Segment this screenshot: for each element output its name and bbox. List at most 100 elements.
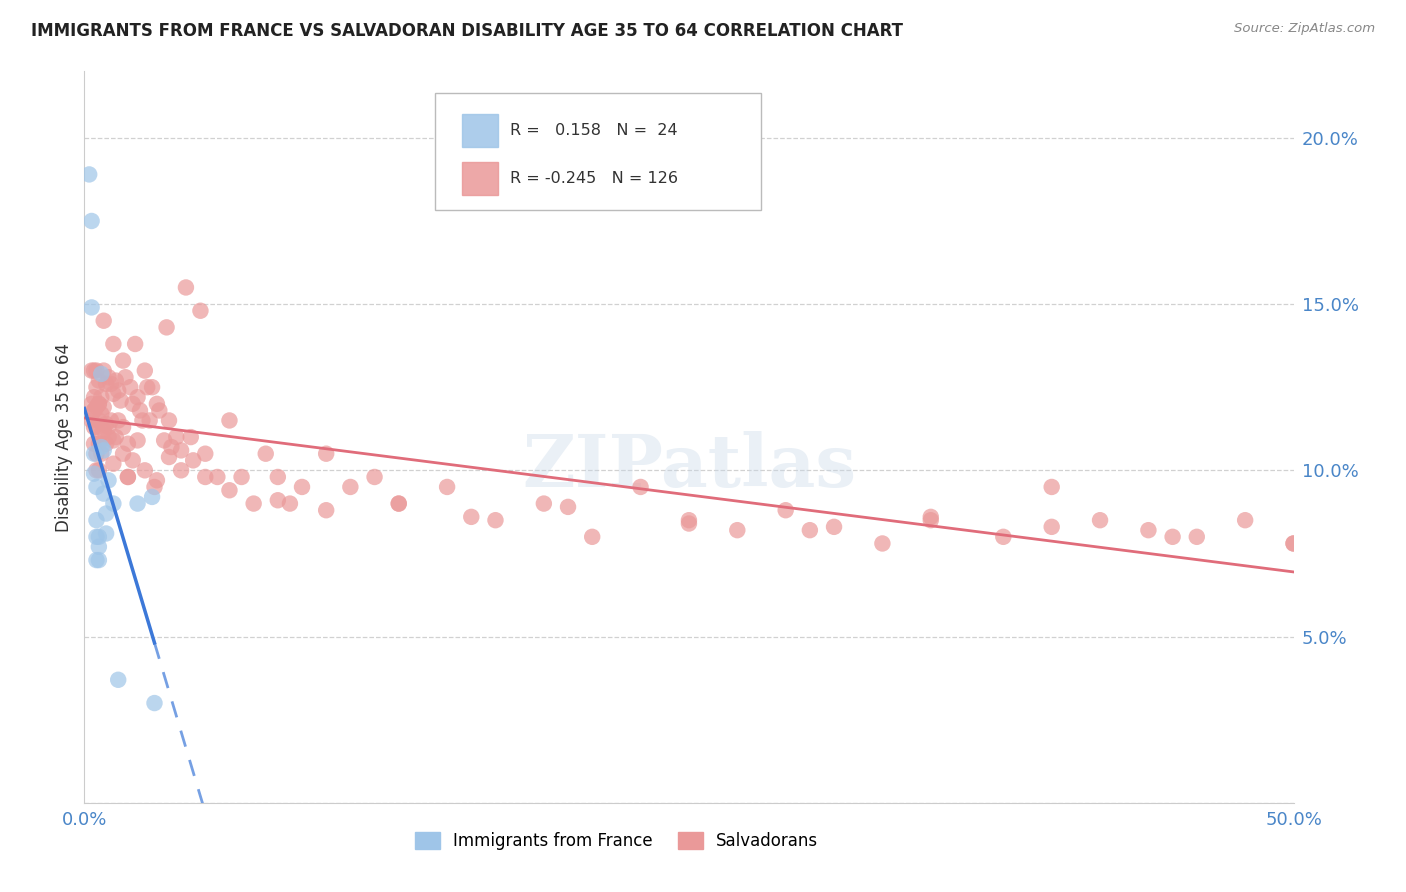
Point (94, 507, 117, 521)
Point (83, 420, 105, 434)
Point (77, 168, 100, 182)
Point (83, 447, 105, 461)
Point (103, 434, 125, 448)
Point (134, 463, 156, 477)
Point (97, 473, 120, 487)
Point (131, 413, 153, 427)
Point (363, 470, 385, 484)
Y-axis label: Disability Age 35 to 64: Disability Age 35 to 64 (55, 343, 73, 532)
Point (87, 374, 110, 388)
Point (83, 467, 105, 481)
Point (107, 384, 129, 398)
Point (86, 463, 108, 477)
Point (86, 380, 108, 394)
Point (120, 380, 142, 394)
Point (87, 530, 110, 544)
Point (157, 450, 180, 464)
Point (83, 403, 105, 417)
Point (86, 513, 108, 527)
Point (94, 526, 117, 541)
Point (80, 363, 103, 377)
Point (87, 540, 110, 554)
Point (218, 483, 240, 498)
Point (87, 397, 110, 411)
Point (86, 400, 108, 414)
Point (83, 363, 105, 377)
Point (129, 403, 152, 417)
Point (103, 497, 125, 511)
Point (80, 214, 103, 228)
Point (143, 480, 166, 494)
Text: R = -0.245   N = 126: R = -0.245 N = 126 (510, 170, 678, 186)
Point (725, 523, 748, 537)
Point (581, 530, 603, 544)
Point (231, 470, 253, 484)
Point (90, 390, 112, 404)
Point (121, 397, 143, 411)
Point (242, 497, 264, 511)
Point (1137, 523, 1160, 537)
Point (94, 376, 117, 391)
Point (87, 397, 110, 411)
Point (94, 417, 117, 431)
Point (90, 426, 112, 441)
Point (90, 447, 112, 461)
Point (112, 420, 135, 434)
Point (153, 434, 176, 448)
Point (93, 486, 115, 500)
Point (93, 363, 115, 377)
Point (117, 470, 139, 484)
Point (87, 553, 110, 567)
Point (388, 497, 411, 511)
Point (148, 403, 170, 417)
Point (136, 380, 159, 394)
Point (117, 436, 139, 450)
Point (110, 393, 132, 408)
Point (127, 434, 149, 448)
Point (143, 696, 166, 710)
Point (83, 403, 105, 417)
Point (107, 673, 129, 687)
Text: Source: ZipAtlas.com: Source: ZipAtlas.com (1234, 22, 1375, 36)
Point (194, 470, 217, 484)
Point (90, 440, 112, 454)
Point (127, 390, 149, 404)
Point (165, 430, 187, 444)
Point (1282, 536, 1305, 550)
Point (87, 463, 110, 477)
Point (194, 447, 217, 461)
Point (678, 513, 700, 527)
Point (315, 503, 337, 517)
FancyBboxPatch shape (434, 94, 762, 211)
Point (103, 387, 125, 401)
Point (138, 413, 160, 427)
Point (93, 400, 115, 414)
Point (104, 374, 127, 388)
Point (180, 430, 202, 444)
Point (86, 447, 108, 461)
Point (93, 443, 115, 458)
Point (83, 436, 105, 450)
Point (121, 453, 143, 467)
Point (1234, 513, 1257, 527)
Point (83, 390, 105, 404)
Bar (461, 114, 498, 147)
Point (112, 353, 135, 368)
Point (127, 497, 149, 511)
Text: R =   0.158   N =  24: R = 0.158 N = 24 (510, 122, 678, 137)
Point (112, 447, 135, 461)
Point (278, 497, 301, 511)
Point (97, 430, 120, 444)
Point (146, 397, 169, 411)
Point (100, 376, 122, 391)
Point (86, 530, 108, 544)
Point (86, 480, 108, 494)
Point (254, 447, 277, 461)
Point (181, 453, 204, 467)
Point (920, 513, 942, 527)
Point (174, 280, 197, 294)
Point (94, 436, 117, 450)
Point (157, 413, 180, 427)
Text: IMMIGRANTS FROM FRANCE VS SALVADORAN DISABILITY AGE 35 TO 64 CORRELATION CHART: IMMIGRANTS FROM FRANCE VS SALVADORAN DIS… (31, 22, 903, 40)
Point (124, 337, 146, 351)
